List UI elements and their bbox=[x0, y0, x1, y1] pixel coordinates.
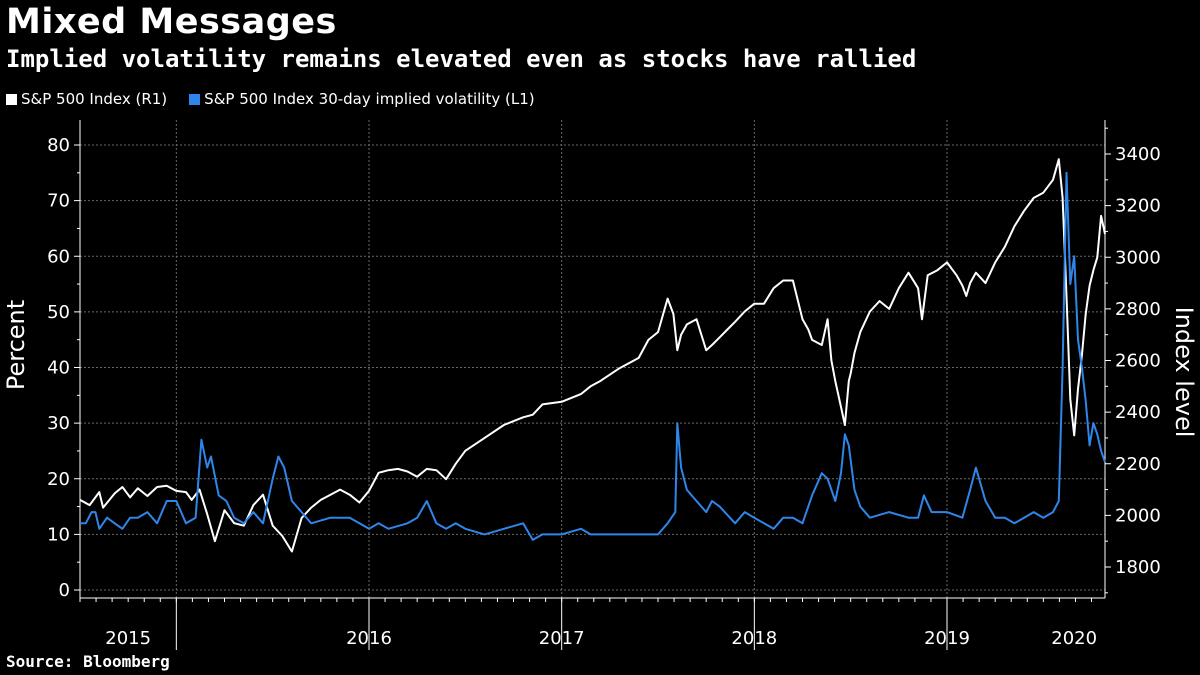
x-tick-label: 2016 bbox=[346, 628, 392, 649]
right-tick-label: 3400 bbox=[1115, 144, 1161, 165]
right-tick-label: 2600 bbox=[1115, 351, 1161, 372]
spx-series-line bbox=[79, 158, 1106, 553]
legend-label-vix: S&P 500 Index 30-day implied volatility … bbox=[204, 90, 535, 108]
x-tick-label: 2018 bbox=[731, 628, 777, 649]
left-axis-title: Percent bbox=[2, 300, 30, 390]
left-tick-label: 60 bbox=[47, 246, 70, 267]
legend-label-spx: S&P 500 Index (R1) bbox=[21, 90, 168, 108]
legend: S&P 500 Index (R1) S&P 500 Index 30-day … bbox=[6, 90, 535, 108]
left-tick-label: 70 bbox=[47, 191, 70, 212]
legend-item-spx: S&P 500 Index (R1) bbox=[6, 90, 167, 108]
left-tick-label: 20 bbox=[47, 469, 70, 490]
vix-series-line bbox=[80, 171, 1106, 541]
left-tick-label: 80 bbox=[47, 135, 70, 156]
legend-swatch-spx bbox=[6, 93, 17, 105]
x-tick-label: 2017 bbox=[539, 628, 585, 649]
grid bbox=[80, 120, 1105, 598]
left-tick-label: 30 bbox=[47, 413, 70, 434]
right-tick-label: 2400 bbox=[1115, 402, 1161, 423]
right-tick-label: 2200 bbox=[1115, 454, 1161, 475]
right-tick-label: 3000 bbox=[1115, 247, 1161, 268]
axes bbox=[74, 120, 1111, 650]
right-axis-title: Index level bbox=[1170, 307, 1198, 438]
right-tick-label: 2000 bbox=[1115, 505, 1161, 526]
right-tick-label: 2800 bbox=[1115, 299, 1161, 320]
right-tick-label: 1800 bbox=[1115, 557, 1161, 578]
chart-subtitle: Implied volatility remains elevated even… bbox=[6, 45, 917, 73]
ticks: 0 10 20 30 40 50 60 70 80 1800 2000 2200 2400 2600 280… bbox=[47, 135, 1161, 649]
source-note: Source: Bloomberg bbox=[6, 652, 170, 671]
x-tick-label: 2020 bbox=[1051, 628, 1097, 649]
left-tick-label: 50 bbox=[47, 302, 70, 323]
x-tick-label: 2019 bbox=[924, 628, 970, 649]
legend-item-vix: S&P 500 Index 30-day implied volatility … bbox=[189, 90, 535, 108]
left-tick-label: 0 bbox=[59, 580, 70, 601]
legend-swatch-vix bbox=[189, 93, 201, 105]
left-tick-label: 40 bbox=[47, 358, 70, 379]
x-tick-label: 2015 bbox=[105, 628, 151, 649]
series bbox=[79, 158, 1106, 553]
chart-title: Mixed Messages bbox=[6, 2, 337, 42]
right-tick-label: 3200 bbox=[1115, 196, 1161, 217]
left-tick-label: 10 bbox=[47, 524, 70, 545]
